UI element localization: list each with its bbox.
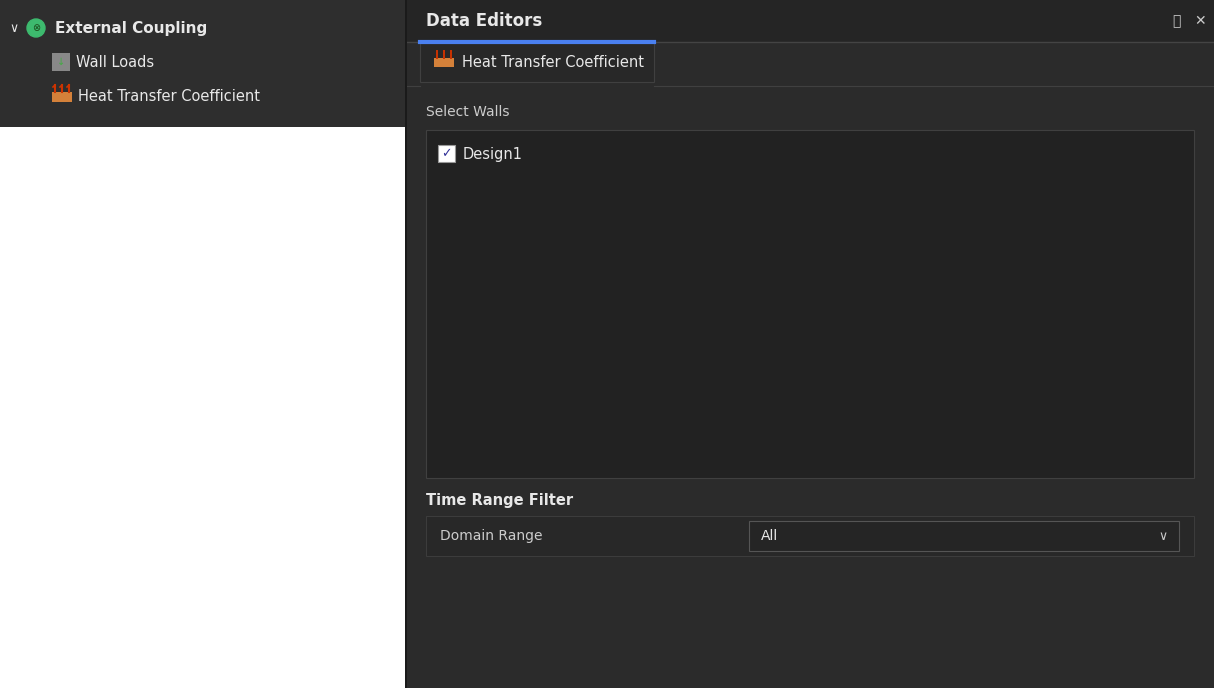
Bar [0, 127, 405, 688]
Text: Select Walls: Select Walls [426, 105, 510, 119]
Bar [52, 92, 72, 102]
Bar [426, 516, 1195, 556]
Text: ∨: ∨ [1158, 530, 1167, 543]
Text: Heat Transfer Coefficient: Heat Transfer Coefficient [463, 54, 643, 69]
Text: All: All [760, 529, 778, 543]
Bar [0, 0, 405, 127]
Bar [749, 521, 1179, 551]
Text: ✕: ✕ [1195, 14, 1206, 28]
Circle shape [27, 19, 45, 37]
Text: Wall Loads: Wall Loads [76, 54, 154, 69]
Text: Time Range Filter: Time Range Filter [426, 493, 573, 508]
Text: ⊗: ⊗ [32, 23, 40, 33]
Text: Data Editors: Data Editors [426, 12, 543, 30]
Text: Domain Range: Domain Range [439, 529, 543, 543]
Bar [405, 0, 407, 688]
Bar [52, 53, 70, 71]
Bar [420, 42, 654, 82]
Text: Heat Transfer Coefficient: Heat Transfer Coefficient [78, 89, 260, 103]
Text: Design1: Design1 [463, 147, 523, 162]
Text: External Coupling: External Coupling [55, 21, 208, 36]
Bar [405, 0, 1214, 42]
Text: ⧉: ⧉ [1172, 14, 1180, 28]
Bar [433, 58, 454, 67]
Text: ↓: ↓ [57, 57, 66, 67]
Bar [438, 145, 455, 162]
Text: ∨: ∨ [10, 21, 18, 34]
Bar [405, 0, 1214, 688]
Text: ✓: ✓ [441, 147, 452, 160]
Bar [426, 130, 1195, 478]
